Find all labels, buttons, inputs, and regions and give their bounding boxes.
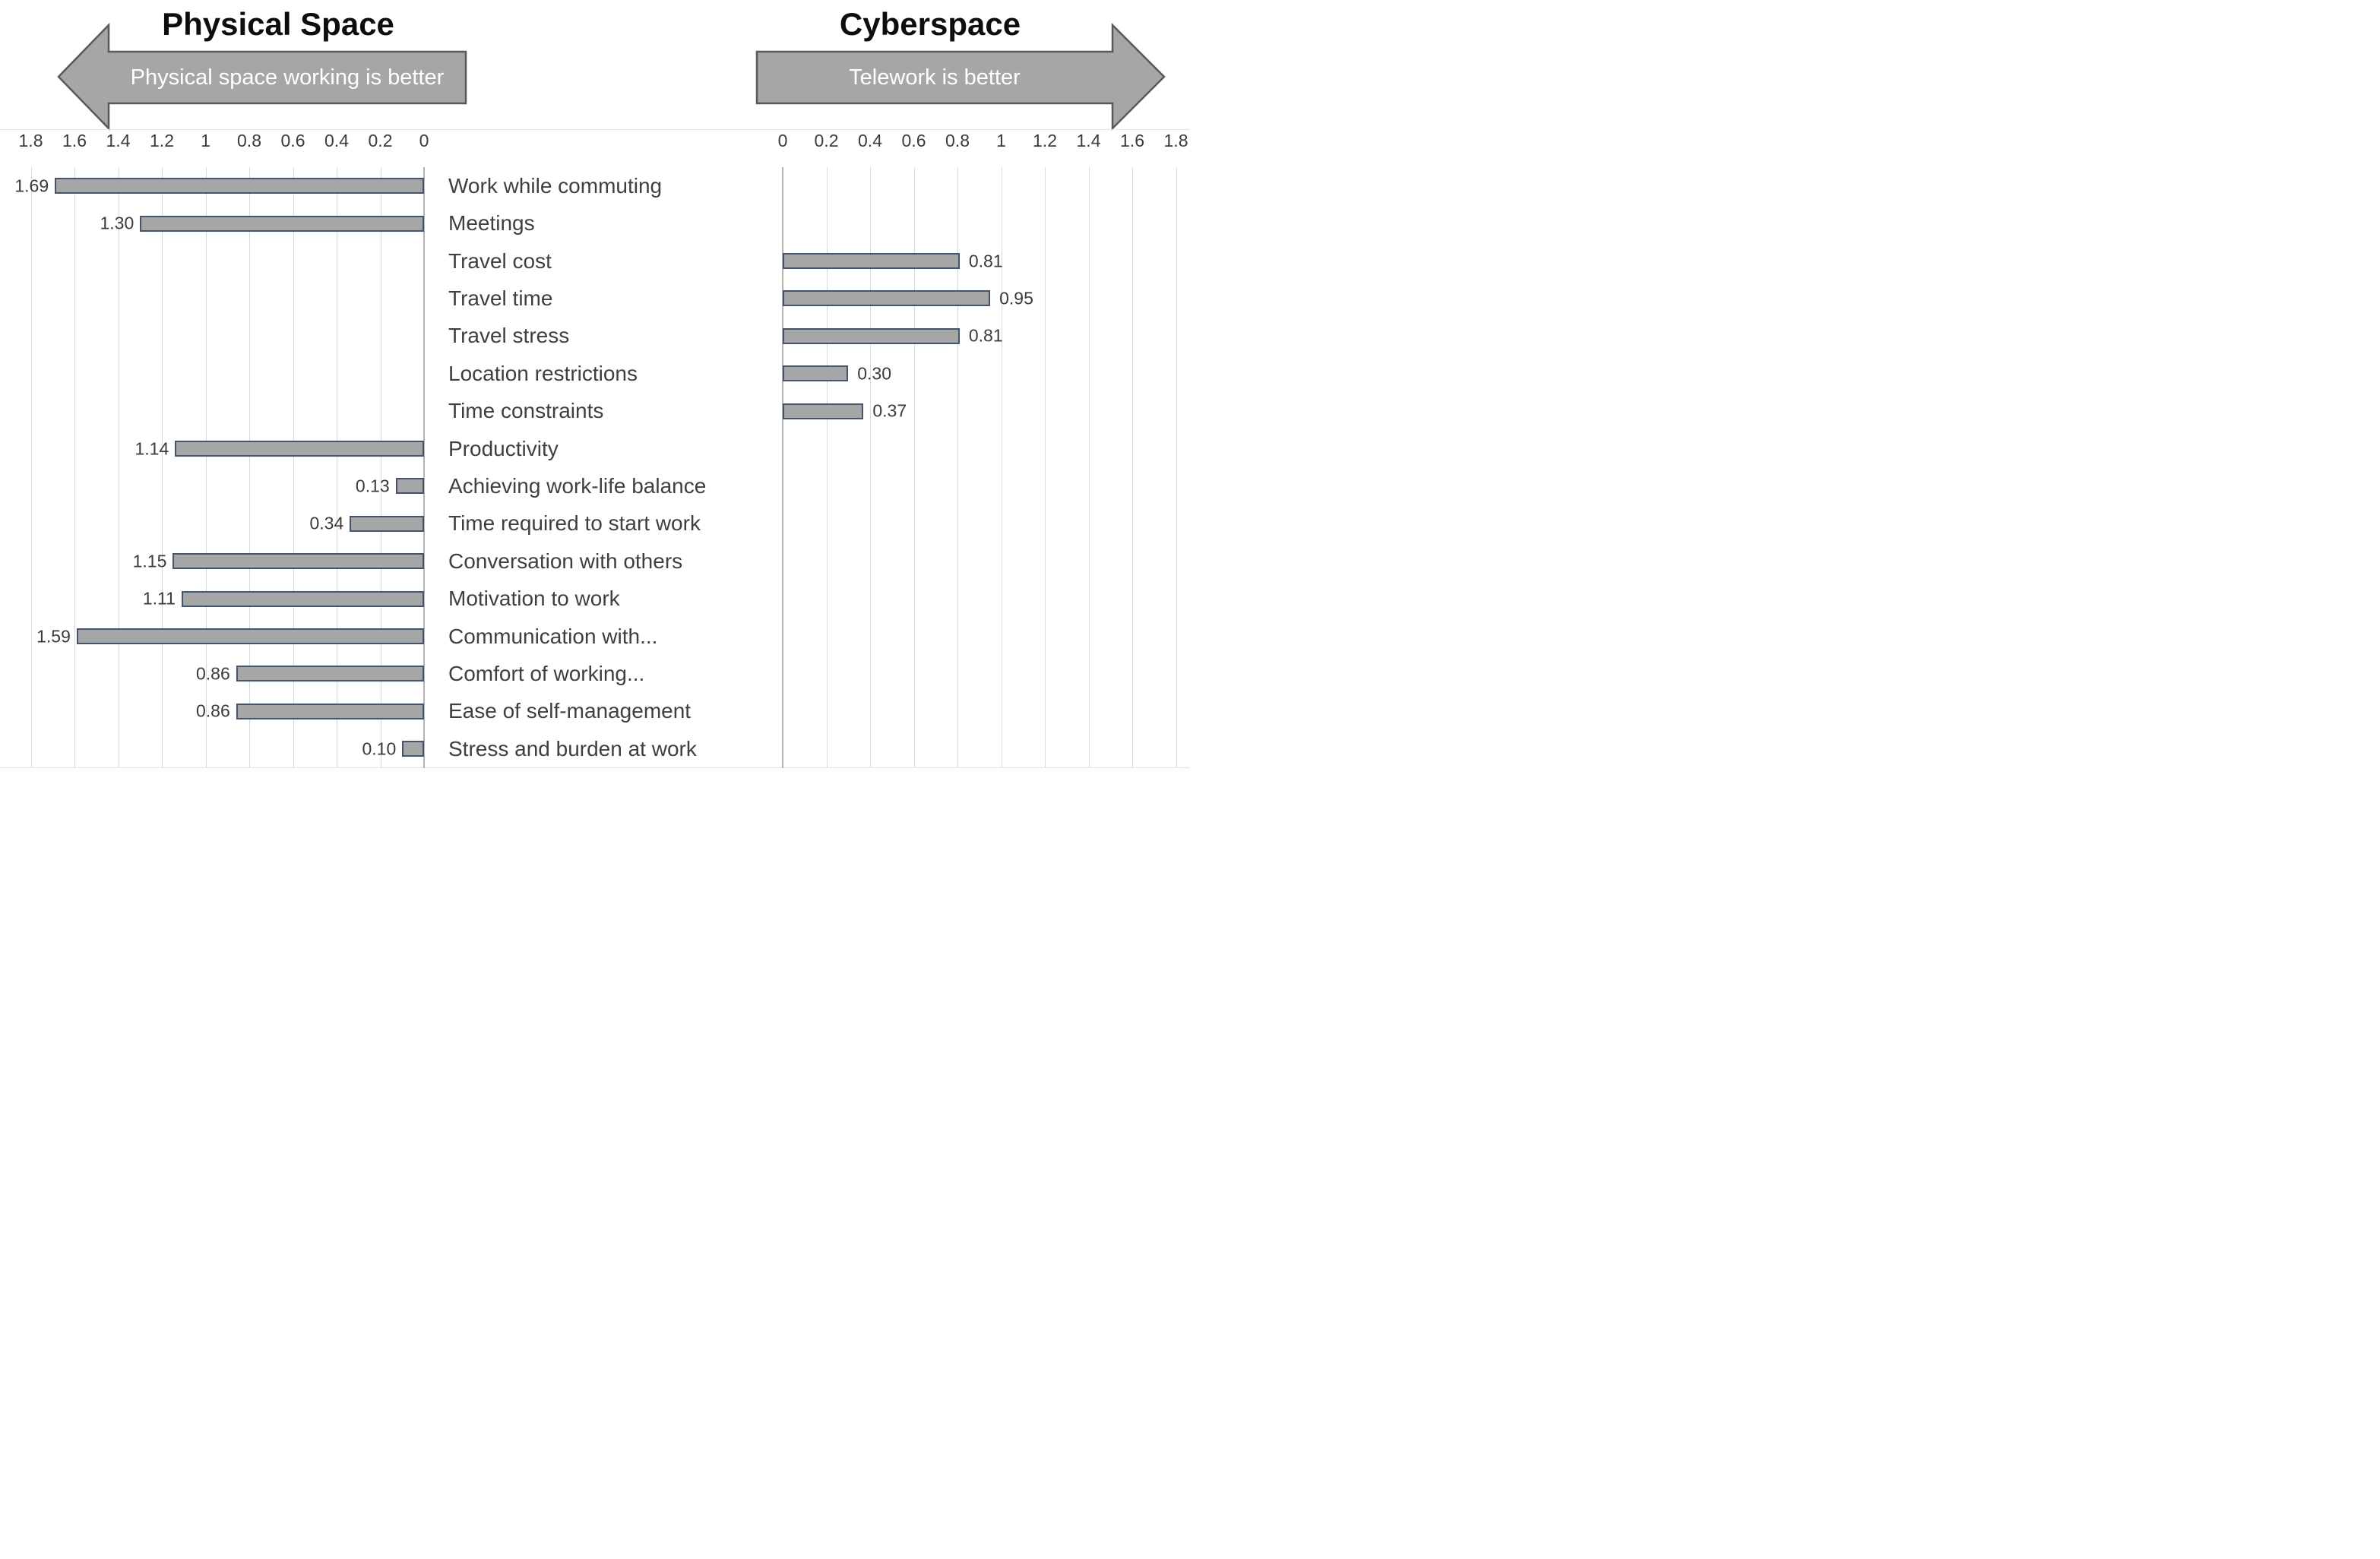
category-label: Location restrictions bbox=[448, 361, 638, 385]
value-label: 0.81 bbox=[968, 251, 1003, 270]
axis-tick-label: 1.6 bbox=[1120, 131, 1144, 150]
right-arrow-icon bbox=[755, 22, 1166, 131]
axis-tick-label: 0.6 bbox=[280, 131, 305, 150]
gridline bbox=[957, 167, 958, 768]
axis-tick-label: 0.4 bbox=[858, 131, 882, 150]
gridline bbox=[1176, 167, 1177, 768]
right-arrow-caption: Telework is better bbox=[849, 65, 1021, 90]
category-label: Productivity bbox=[448, 436, 559, 460]
gridline bbox=[30, 167, 32, 768]
value-label: 0.13 bbox=[355, 476, 390, 496]
gridline bbox=[1132, 167, 1133, 768]
gridline bbox=[162, 167, 163, 768]
bar bbox=[55, 178, 424, 194]
category-label: Travel stress bbox=[448, 324, 570, 348]
category-label: Meetings bbox=[448, 211, 535, 236]
bar bbox=[76, 628, 424, 644]
value-label: 0.86 bbox=[195, 700, 230, 721]
axis-tick-label: 1.8 bbox=[1163, 131, 1188, 150]
axis-tick-label: 0.6 bbox=[901, 131, 926, 150]
bar bbox=[172, 553, 424, 570]
left-arrow-icon bbox=[57, 22, 467, 131]
value-label: 1.14 bbox=[135, 438, 169, 458]
category-label: Communication with... bbox=[448, 624, 658, 648]
bar bbox=[783, 253, 960, 269]
category-label: Stress and burden at work bbox=[448, 736, 697, 761]
value-label: 0.81 bbox=[968, 325, 1003, 346]
value-label: 1.11 bbox=[142, 588, 176, 609]
category-label: Time constraints bbox=[448, 399, 604, 423]
telework-vs-physical-diverging-bar-chart: Physical Space Cyberspace Physical space… bbox=[0, 0, 1190, 780]
value-label: 0.34 bbox=[309, 513, 344, 533]
left-panel-title: Physical Space bbox=[162, 6, 394, 42]
left-arrow-caption: Physical space working is better bbox=[130, 65, 445, 90]
value-label: 0.95 bbox=[999, 288, 1033, 308]
bar bbox=[395, 478, 424, 495]
bar bbox=[140, 215, 424, 232]
bar bbox=[402, 741, 424, 757]
value-label: 1.69 bbox=[14, 176, 49, 196]
bar bbox=[181, 590, 424, 607]
axis-tick-label: 0.8 bbox=[945, 131, 970, 150]
gridline bbox=[913, 167, 915, 768]
gridline bbox=[205, 167, 207, 768]
category-label: Achieving work-life balance bbox=[448, 473, 707, 498]
axis-tick-label: 1.2 bbox=[150, 131, 174, 150]
category-label: Time required to start work bbox=[448, 511, 701, 536]
category-label: Work while commuting bbox=[448, 173, 663, 198]
axis-tick-label: 1.6 bbox=[62, 131, 87, 150]
axis-tick-label: 1.4 bbox=[1076, 131, 1101, 150]
axis-tick-label: 0.4 bbox=[324, 131, 349, 150]
gridline bbox=[74, 167, 75, 768]
category-label: Conversation with others bbox=[448, 549, 683, 573]
bar bbox=[783, 403, 864, 419]
category-label: Motivation to work bbox=[448, 587, 620, 611]
value-label: 0.37 bbox=[872, 400, 907, 421]
category-label: Travel cost bbox=[448, 248, 552, 273]
category-label: Travel time bbox=[448, 286, 553, 310]
bar bbox=[783, 365, 849, 382]
bar bbox=[236, 666, 424, 682]
value-label: 1.15 bbox=[132, 551, 167, 571]
axis-tick-label: 1.4 bbox=[106, 131, 131, 150]
gridline bbox=[826, 167, 828, 768]
value-label: 0.10 bbox=[362, 738, 397, 759]
axis-tick-label: 0.8 bbox=[237, 131, 261, 150]
chart-area-bottom-border bbox=[0, 767, 1190, 768]
gridline bbox=[1045, 167, 1046, 768]
gridline bbox=[870, 167, 871, 768]
gridline bbox=[782, 167, 783, 768]
axis-tick-label: 0 bbox=[419, 131, 429, 150]
gridline bbox=[293, 167, 294, 768]
bar bbox=[783, 290, 991, 307]
axis-tick-label: 0 bbox=[777, 131, 788, 150]
value-label: 0.86 bbox=[195, 663, 230, 684]
axis-tick-label: 0.2 bbox=[368, 131, 393, 150]
right-panel-title: Cyberspace bbox=[839, 6, 1021, 42]
bar bbox=[783, 327, 960, 344]
value-label: 0.30 bbox=[857, 363, 892, 384]
direction-arrows bbox=[57, 22, 1166, 131]
axis-tick-label: 1 bbox=[996, 131, 1006, 150]
bar bbox=[236, 703, 424, 719]
value-label: 1.59 bbox=[36, 626, 71, 646]
chart-area-top-border bbox=[0, 129, 1190, 130]
category-label: Ease of self-management bbox=[448, 699, 692, 723]
gridline bbox=[423, 167, 425, 768]
gridline bbox=[1088, 167, 1090, 768]
axis-tick-label: 1.2 bbox=[1033, 131, 1057, 150]
axis-tick-label: 1 bbox=[201, 131, 210, 150]
category-label: Comfort of working... bbox=[448, 661, 645, 685]
axis-tick-label: 1.8 bbox=[18, 131, 43, 150]
bar bbox=[350, 515, 424, 532]
gridline bbox=[249, 167, 250, 768]
value-label: 1.30 bbox=[100, 213, 135, 233]
axis-tick-label: 0.2 bbox=[814, 131, 839, 150]
bar bbox=[175, 441, 424, 457]
